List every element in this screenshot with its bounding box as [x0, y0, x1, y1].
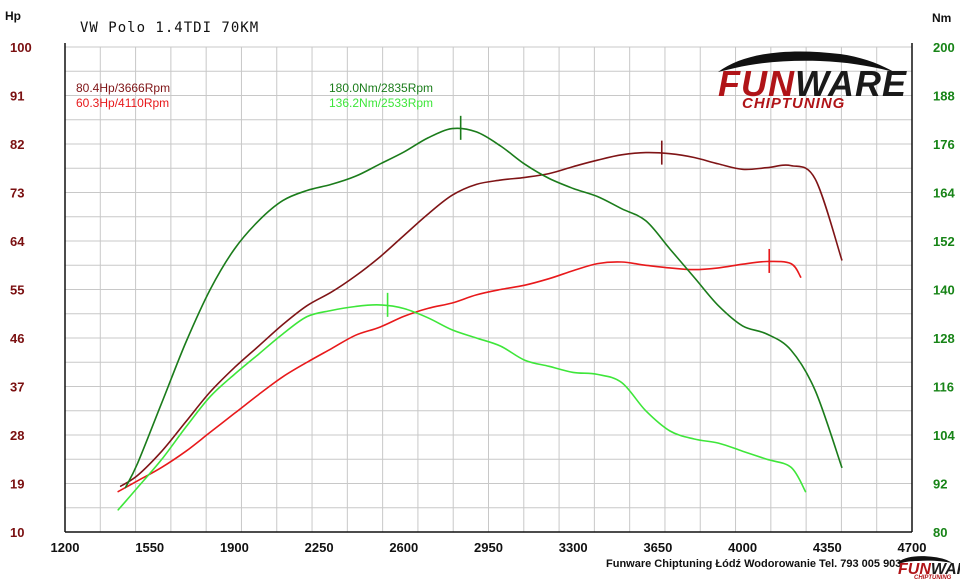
funware-logo-small: FUNWARE CHIPTUNING [898, 556, 960, 579]
legend-hp-stock: 60.3Hp/4110Rpm [76, 96, 169, 110]
left-axis-ticks: 10 19 28 37 46 55 64 73 82 91 100 [10, 40, 32, 540]
series-line [119, 151, 843, 487]
y2-tick-label: 152 [933, 234, 955, 249]
y-tick-label: 100 [10, 40, 32, 55]
car-silhouette-small-icon [898, 556, 952, 564]
series-line [117, 304, 807, 511]
car-silhouette-icon [718, 51, 894, 72]
y-tick-label: 28 [10, 428, 24, 443]
y-tick-label: 19 [10, 477, 24, 492]
chart-grid [64, 46, 913, 533]
y-axis-label: Hp [5, 9, 21, 23]
y-tick-label: 82 [10, 137, 24, 152]
curves [117, 127, 843, 511]
x-tick-label: 1200 [51, 540, 80, 555]
y2-axis-label: Nm [932, 11, 951, 25]
x-tick-label: 1900 [220, 540, 249, 555]
y-tick-label: 55 [10, 283, 24, 298]
y2-tick-label: 164 [933, 186, 955, 201]
x-tick-label: 3300 [559, 540, 588, 555]
y2-tick-label: 200 [933, 40, 955, 55]
svg-text:FUNWARE: FUNWARE [898, 561, 960, 578]
logo-small-tagline: CHIPTUNING [914, 575, 952, 579]
logo-brand-part2: WARE [795, 63, 907, 104]
y2-tick-label: 116 [933, 380, 954, 395]
y2-tick-label: 104 [933, 428, 955, 443]
right-axis-ticks: 80 92 104 116 128 140 152 164 176 188 200 [933, 40, 955, 540]
y2-tick-label: 176 [933, 137, 955, 152]
y-tick-label: 91 [10, 89, 24, 104]
y2-tick-label: 188 [933, 89, 955, 104]
y2-tick-label: 128 [933, 331, 955, 346]
legend-hp-tuned: 80.4Hp/3666Rpm [76, 81, 170, 95]
y-tick-label: 64 [10, 234, 25, 249]
y-tick-label: 46 [10, 331, 24, 346]
x-tick-label: 4700 [898, 540, 927, 555]
y-tick-label: 10 [10, 525, 24, 540]
peak-markers [386, 115, 771, 317]
logo-brand-part1: FUN [718, 63, 795, 104]
legend-nm-tuned: 180.0Nm/2835Rpm [329, 81, 433, 95]
plot-frame [64, 43, 913, 533]
x-tick-label: 2600 [389, 540, 418, 555]
x-tick-label: 4350 [813, 540, 842, 555]
logo-tagline: CHIPTUNING [742, 95, 845, 112]
svg-text:FUNWARE: FUNWARE [718, 63, 907, 104]
y2-tick-label: 140 [933, 283, 955, 298]
x-axis-ticks: 1200 1550 1900 2250 2600 2950 3300 3650 4000 4350… [51, 540, 927, 555]
x-tick-label: 2950 [474, 540, 503, 555]
legend-nm-stock: 136.2Nm/2533Rpm [329, 96, 433, 110]
series-line [117, 260, 802, 493]
x-tick-label: 4000 [728, 540, 757, 555]
funware-logo: FUNWARE CHIPTUNING [718, 51, 907, 112]
chart-title: VW Polo 1.4TDI 70KM [80, 20, 259, 36]
footer-text: Funware Chiptuning Łódź Wodorowanie Tel.… [606, 558, 901, 570]
y-tick-label: 37 [10, 380, 24, 395]
x-tick-label: 3650 [643, 540, 672, 555]
logo-small-part2: WARE [931, 561, 960, 578]
y2-tick-label: 80 [933, 525, 947, 540]
x-tick-label: 1550 [135, 540, 164, 555]
y2-tick-label: 92 [933, 477, 947, 492]
logo-small-part1: FUN [898, 561, 931, 578]
y-tick-label: 73 [10, 186, 24, 201]
series-line [124, 127, 843, 489]
x-tick-label: 2250 [305, 540, 334, 555]
